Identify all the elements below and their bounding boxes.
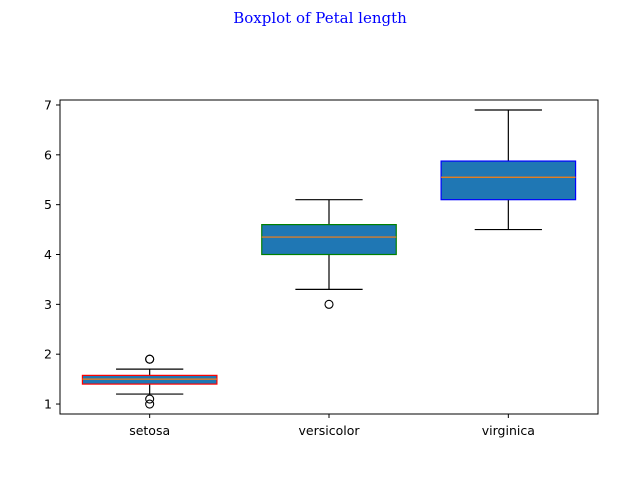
y-tick-label: 3 (44, 297, 52, 312)
y-tick-label: 6 (44, 147, 52, 162)
x-tick-label: virginica (482, 423, 535, 438)
x-tick-label: setosa (129, 423, 170, 438)
plot-area: 1 2 3 4 5 6 7 setosa versicolor virginica (44, 97, 599, 438)
chart-title: Boxplot of Petal length (233, 9, 407, 27)
y-tick-label: 1 (44, 397, 52, 412)
outlier-point-setosa (145, 394, 155, 404)
y-tick-label: 7 (44, 97, 52, 112)
outlier-point-setosa (145, 399, 155, 409)
y-tick-label: 4 (44, 247, 52, 262)
outlier-point-setosa (145, 354, 155, 364)
box-versicolor (261, 224, 397, 256)
box-setosa (81, 374, 218, 385)
y-tick-label: 2 (44, 347, 52, 362)
box-virginica (440, 160, 577, 201)
x-tick-label: versicolor (299, 423, 361, 438)
outlier-point-versicolor (324, 299, 334, 309)
y-tick-label: 5 (44, 197, 52, 212)
